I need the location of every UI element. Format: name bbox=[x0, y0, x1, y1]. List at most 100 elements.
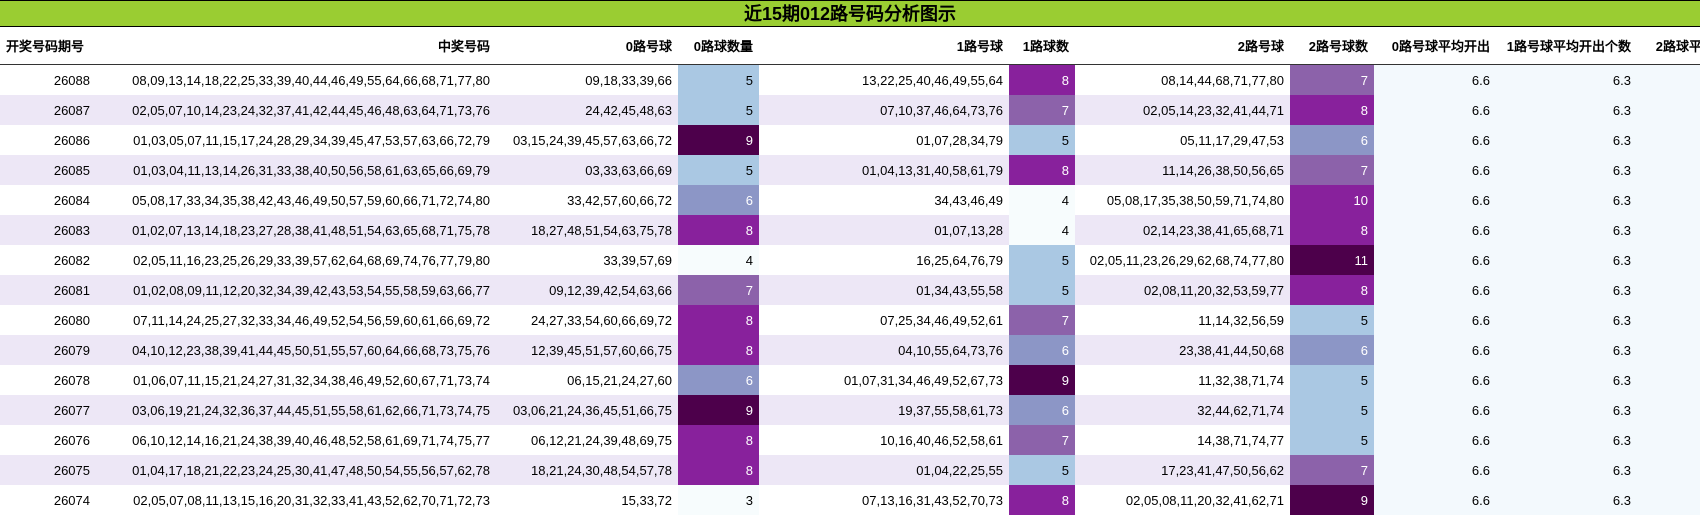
cell-route2-avg: 7.1 bbox=[1637, 395, 1700, 425]
cell-route0-avg: 6.6 bbox=[1374, 455, 1496, 485]
cell-route1-count: 8 bbox=[1009, 155, 1075, 185]
cell-route0-count: 7 bbox=[678, 275, 759, 305]
table-row: 26074 02,05,07,08,11,13,15,16,20,31,32,33… bbox=[0, 485, 1700, 515]
analysis-table: 开奖号码期号 中奖号码 0路号球 0路球数量 1路号球 1路球数 2路号球 2路… bbox=[0, 27, 1700, 515]
cell-route2-avg: 7.1 bbox=[1637, 455, 1700, 485]
cell-numbers: 01,03,05,07,11,15,17,24,28,29,34,39,45,4… bbox=[96, 125, 496, 155]
cell-period: 26082 bbox=[0, 245, 96, 275]
cell-route2-count: 11 bbox=[1290, 245, 1374, 275]
cell-route0-avg: 6.6 bbox=[1374, 95, 1496, 125]
cell-route0-count: 5 bbox=[678, 64, 759, 95]
table-row: 26087 02,05,07,10,14,23,24,32,37,41,42,44… bbox=[0, 95, 1700, 125]
cell-route0-avg: 6.6 bbox=[1374, 155, 1496, 185]
cell-route1-avg: 6.3 bbox=[1496, 185, 1637, 215]
cell-route2-avg: 7.1 bbox=[1637, 64, 1700, 95]
cell-route2-count: 5 bbox=[1290, 305, 1374, 335]
cell-route0-avg: 6.6 bbox=[1374, 395, 1496, 425]
cell-period: 26074 bbox=[0, 485, 96, 515]
cell-route2-avg: 7.1 bbox=[1637, 125, 1700, 155]
cell-route1-count: 5 bbox=[1009, 455, 1075, 485]
cell-route1-avg: 6.3 bbox=[1496, 245, 1637, 275]
cell-route0-count: 5 bbox=[678, 95, 759, 125]
cell-route0-balls: 24,42,45,48,63 bbox=[496, 95, 678, 125]
cell-route2-avg: 7.1 bbox=[1637, 275, 1700, 305]
cell-route1-balls: 16,25,64,76,79 bbox=[759, 245, 1009, 275]
cell-route1-avg: 6.3 bbox=[1496, 395, 1637, 425]
cell-route0-count: 8 bbox=[678, 425, 759, 455]
cell-route0-avg: 6.6 bbox=[1374, 275, 1496, 305]
cell-period: 26084 bbox=[0, 185, 96, 215]
cell-route1-count: 5 bbox=[1009, 125, 1075, 155]
cell-route0-balls: 24,27,33,54,60,66,69,72 bbox=[496, 305, 678, 335]
table-row: 26085 01,03,04,11,13,14,26,31,33,38,40,50… bbox=[0, 155, 1700, 185]
cell-numbers: 06,10,12,14,16,21,24,38,39,40,46,48,52,5… bbox=[96, 425, 496, 455]
cell-route1-count: 7 bbox=[1009, 95, 1075, 125]
cell-route1-balls: 07,25,34,46,49,52,61 bbox=[759, 305, 1009, 335]
cell-route2-count: 7 bbox=[1290, 455, 1374, 485]
cell-route0-balls: 03,15,24,39,45,57,63,66,72 bbox=[496, 125, 678, 155]
cell-numbers: 01,02,08,09,11,12,20,32,34,39,42,43,53,5… bbox=[96, 275, 496, 305]
cell-period: 26080 bbox=[0, 305, 96, 335]
cell-route0-count: 8 bbox=[678, 455, 759, 485]
cell-route1-count: 8 bbox=[1009, 64, 1075, 95]
cell-route2-count: 5 bbox=[1290, 425, 1374, 455]
cell-route0-avg: 6.6 bbox=[1374, 64, 1496, 95]
cell-route0-balls: 18,27,48,51,54,63,75,78 bbox=[496, 215, 678, 245]
cell-route0-avg: 6.6 bbox=[1374, 365, 1496, 395]
cell-period: 26088 bbox=[0, 64, 96, 95]
cell-route1-count: 4 bbox=[1009, 185, 1075, 215]
cell-route2-count: 6 bbox=[1290, 125, 1374, 155]
cell-route1-avg: 6.3 bbox=[1496, 485, 1637, 515]
cell-route1-balls: 01,04,22,25,55 bbox=[759, 455, 1009, 485]
cell-period: 26087 bbox=[0, 95, 96, 125]
cell-route1-avg: 6.3 bbox=[1496, 275, 1637, 305]
cell-route0-balls: 06,12,21,24,39,48,69,75 bbox=[496, 425, 678, 455]
cell-route2-balls: 02,05,14,23,32,41,44,71 bbox=[1075, 95, 1290, 125]
cell-period: 26075 bbox=[0, 455, 96, 485]
cell-route2-count: 9 bbox=[1290, 485, 1374, 515]
cell-route2-avg: 7.1 bbox=[1637, 485, 1700, 515]
cell-route1-count: 5 bbox=[1009, 245, 1075, 275]
cell-route1-balls: 34,43,46,49 bbox=[759, 185, 1009, 215]
cell-route1-balls: 01,04,13,31,40,58,61,79 bbox=[759, 155, 1009, 185]
cell-route1-count: 6 bbox=[1009, 335, 1075, 365]
cell-route0-balls: 03,06,21,24,36,45,51,66,75 bbox=[496, 395, 678, 425]
header-route0-count: 0路球数量 bbox=[678, 27, 759, 65]
cell-route2-count: 8 bbox=[1290, 275, 1374, 305]
cell-route0-count: 8 bbox=[678, 305, 759, 335]
table-row: 26078 01,06,07,11,15,21,24,27,31,32,34,38… bbox=[0, 365, 1700, 395]
table-row: 26079 04,10,12,23,38,39,41,44,45,50,51,55… bbox=[0, 335, 1700, 365]
cell-route2-count: 10 bbox=[1290, 185, 1374, 215]
cell-numbers: 01,04,17,18,21,22,23,24,25,30,41,47,48,5… bbox=[96, 455, 496, 485]
cell-route2-balls: 11,14,32,56,59 bbox=[1075, 305, 1290, 335]
header-route1-avg: 1路号球平均开出个数 bbox=[1496, 27, 1637, 65]
cell-route1-avg: 6.3 bbox=[1496, 95, 1637, 125]
cell-route2-balls: 11,14,26,38,50,56,65 bbox=[1075, 155, 1290, 185]
cell-route1-count: 5 bbox=[1009, 275, 1075, 305]
table-row: 26088 08,09,13,14,18,22,25,33,39,40,44,46… bbox=[0, 64, 1700, 95]
cell-route1-balls: 04,10,55,64,73,76 bbox=[759, 335, 1009, 365]
cell-route0-balls: 33,39,57,69 bbox=[496, 245, 678, 275]
cell-route1-count: 4 bbox=[1009, 215, 1075, 245]
header-route1-balls: 1路号球 bbox=[759, 27, 1009, 65]
table-row: 26083 01,02,07,13,14,18,23,27,28,38,41,48… bbox=[0, 215, 1700, 245]
cell-route2-count: 7 bbox=[1290, 64, 1374, 95]
cell-period: 26081 bbox=[0, 275, 96, 305]
cell-route2-balls: 11,32,38,71,74 bbox=[1075, 365, 1290, 395]
cell-route2-balls: 08,14,44,68,71,77,80 bbox=[1075, 64, 1290, 95]
cell-route1-avg: 6.3 bbox=[1496, 155, 1637, 185]
cell-numbers: 01,02,07,13,14,18,23,27,28,38,41,48,51,5… bbox=[96, 215, 496, 245]
cell-numbers: 04,10,12,23,38,39,41,44,45,50,51,55,57,6… bbox=[96, 335, 496, 365]
cell-route2-balls: 02,14,23,38,41,65,68,71 bbox=[1075, 215, 1290, 245]
cell-route2-balls: 05,11,17,29,47,53 bbox=[1075, 125, 1290, 155]
cell-route2-count: 5 bbox=[1290, 365, 1374, 395]
cell-numbers: 01,03,04,11,13,14,26,31,33,38,40,50,56,5… bbox=[96, 155, 496, 185]
cell-route0-avg: 6.6 bbox=[1374, 125, 1496, 155]
cell-route2-avg: 7.1 bbox=[1637, 365, 1700, 395]
header-numbers: 中奖号码 bbox=[96, 27, 496, 65]
cell-route0-balls: 03,33,63,66,69 bbox=[496, 155, 678, 185]
cell-route2-count: 7 bbox=[1290, 155, 1374, 185]
cell-period: 26085 bbox=[0, 155, 96, 185]
cell-route1-count: 7 bbox=[1009, 425, 1075, 455]
